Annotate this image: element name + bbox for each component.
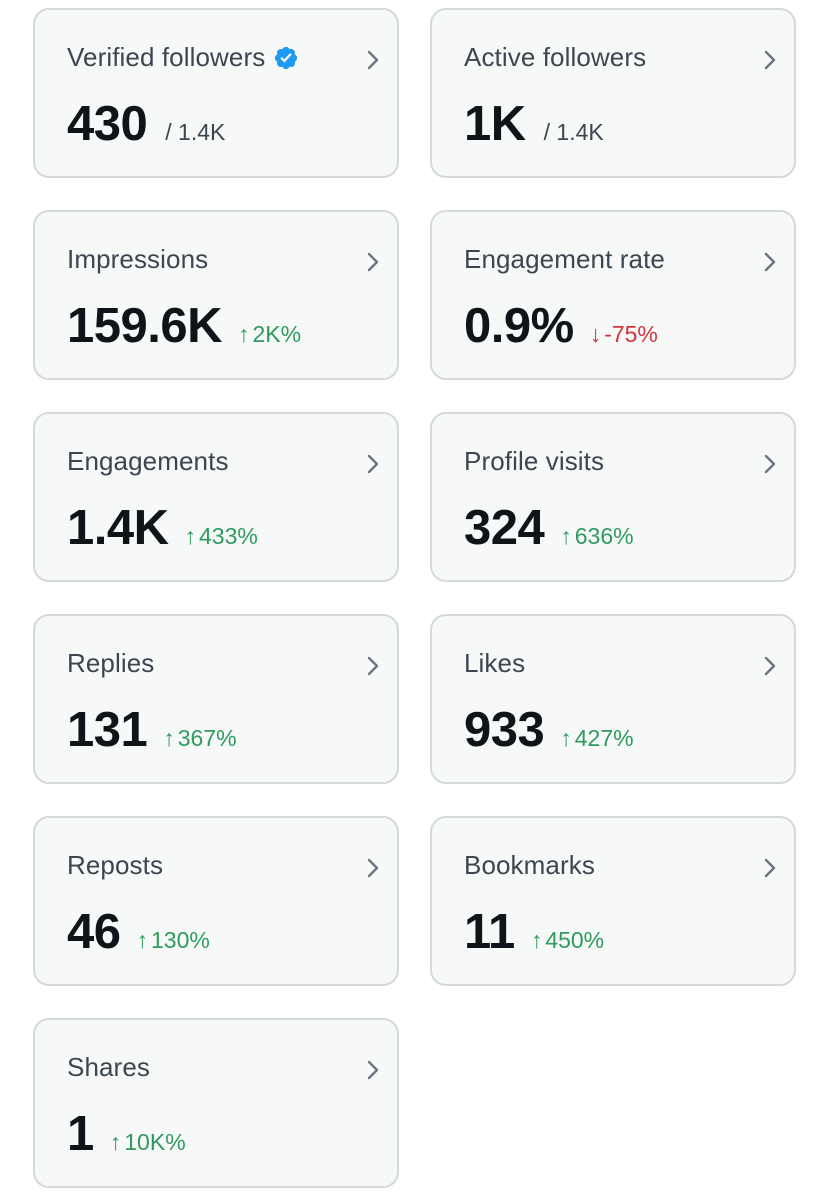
card-replies[interactable]: Replies 131 ↑ 367% — [33, 614, 399, 784]
metric-value: 0.9% — [464, 299, 574, 353]
card-title: Engagement rate — [464, 244, 665, 275]
metric-value: 430 — [67, 97, 148, 151]
metric-change: ↑ 433% — [185, 523, 258, 550]
card-title-label: Replies — [67, 648, 155, 678]
metric-value: 1.4K — [67, 501, 169, 555]
metric-total: / 1.4K — [543, 119, 604, 145]
card-title: Engagements — [67, 446, 229, 477]
metric-value-row: 46 ↑ 130% — [67, 904, 210, 960]
card-bookmarks[interactable]: Bookmarks 11 ↑ 450% — [430, 816, 796, 986]
chevron-right-icon[interactable] — [762, 654, 778, 678]
arrow-up-icon: ↑ — [136, 927, 149, 953]
arrow-up-icon: ↑ — [163, 725, 175, 751]
metric-value-row: 11 ↑ 450% — [464, 904, 604, 960]
arrow-up-icon: ↑ — [560, 523, 572, 549]
card-title: Profile visits — [464, 446, 604, 477]
arrow-down-icon: ↓ — [589, 321, 602, 347]
metric-change: ↑ 130% — [137, 927, 210, 954]
metric-change: ↑ 427% — [560, 725, 633, 752]
card-verified-followers[interactable]: Verified followers 430 / 1.4K — [33, 8, 399, 178]
metric-value: 11 — [464, 905, 515, 959]
card-title-label: Impressions — [67, 244, 209, 274]
card-title-label: Engagement rate — [464, 244, 665, 274]
metric-change-value: 130% — [151, 927, 210, 953]
metric-value: 933 — [464, 703, 545, 757]
metric-change: ↑ 636% — [560, 523, 633, 550]
chevron-right-icon[interactable] — [762, 856, 778, 880]
metric-value: 1K — [464, 97, 526, 151]
arrow-up-icon: ↑ — [560, 725, 572, 751]
card-engagements[interactable]: Engagements 1.4K ↑ 433% — [33, 412, 399, 582]
card-title-label: Engagements — [67, 446, 229, 476]
metric-value-row: 159.6K ↑ 2K% — [67, 298, 301, 354]
arrow-up-icon: ↑ — [530, 927, 543, 953]
card-title: Verified followers — [67, 42, 299, 73]
card-shares[interactable]: Shares 1 ↑ 10K% — [33, 1018, 399, 1188]
card-active-followers[interactable]: Active followers 1K / 1.4K — [430, 8, 796, 178]
metric-change: ↑ 367% — [163, 725, 236, 752]
arrow-up-icon: ↑ — [184, 523, 197, 549]
card-title-label: Bookmarks — [464, 850, 595, 880]
chevron-right-icon[interactable] — [365, 452, 381, 476]
metric-value: 159.6K — [67, 299, 223, 353]
card-title-label: Shares — [67, 1052, 150, 1082]
metric-value-row: 1.4K ↑ 433% — [67, 500, 258, 556]
metric-value-row: 1 ↑ 10K% — [67, 1106, 186, 1162]
metric-change-value: 10K% — [124, 1129, 186, 1155]
metric-value: 1 — [67, 1107, 94, 1161]
card-title-label: Likes — [464, 648, 526, 678]
card-title-label: Active followers — [464, 42, 647, 72]
card-title: Impressions — [67, 244, 208, 275]
card-title: Likes — [464, 648, 525, 679]
card-title-label: Reposts — [67, 850, 164, 880]
metric-value-row: 1K / 1.4K — [464, 96, 604, 152]
arrow-up-icon: ↑ — [238, 321, 250, 347]
metric-change-value: 433% — [199, 523, 258, 549]
metric-value: 46 — [67, 905, 121, 959]
metric-change-value: 2K% — [252, 321, 302, 347]
card-title-label: Profile visits — [464, 446, 605, 476]
metric-change: ↑ 2K% — [238, 321, 301, 348]
chevron-right-icon[interactable] — [365, 48, 381, 72]
metric-value-row: 131 ↑ 367% — [67, 702, 237, 758]
metrics-grid: Verified followers 430 / 1.4K Active fol… — [33, 8, 796, 1188]
card-impressions[interactable]: Impressions 159.6K ↑ 2K% — [33, 210, 399, 380]
card-profile-visits[interactable]: Profile visits 324 ↑ 636% — [430, 412, 796, 582]
card-reposts[interactable]: Reposts 46 ↑ 130% — [33, 816, 399, 986]
card-title: Reposts — [67, 850, 163, 881]
card-title: Shares — [67, 1052, 150, 1083]
metric-value-row: 0.9% ↓ -75% — [464, 298, 658, 354]
chevron-right-icon[interactable] — [365, 654, 381, 678]
metric-value: 324 — [464, 501, 545, 555]
metric-change-value: 367% — [177, 725, 237, 751]
chevron-right-icon[interactable] — [762, 48, 778, 72]
card-title: Replies — [67, 648, 154, 679]
metric-change-value: -75% — [604, 321, 658, 347]
metric-value-row: 324 ↑ 636% — [464, 500, 634, 556]
card-likes[interactable]: Likes 933 ↑ 427% — [430, 614, 796, 784]
card-title: Active followers — [464, 42, 646, 73]
card-title: Bookmarks — [464, 850, 595, 881]
chevron-right-icon[interactable] — [365, 250, 381, 274]
chevron-right-icon[interactable] — [762, 250, 778, 274]
metric-change: ↑ 450% — [531, 927, 604, 954]
metric-total: / 1.4K — [165, 119, 226, 145]
metric-change-value: 636% — [574, 523, 634, 549]
arrow-up-icon: ↑ — [109, 1129, 122, 1155]
metric-change-value: 427% — [574, 725, 634, 751]
chevron-right-icon[interactable] — [365, 856, 381, 880]
card-title-label: Verified followers — [67, 42, 266, 72]
verified-badge-icon — [273, 45, 299, 71]
metric-change-value: 450% — [545, 927, 605, 953]
metric-value: 131 — [67, 703, 148, 757]
metric-change: ↑ 10K% — [110, 1129, 186, 1156]
metric-change: ↓ -75% — [590, 321, 658, 348]
metric-value-row: 430 / 1.4K — [67, 96, 225, 152]
metric-value-row: 933 ↑ 427% — [464, 702, 634, 758]
chevron-right-icon[interactable] — [365, 1058, 381, 1082]
chevron-right-icon[interactable] — [762, 452, 778, 476]
card-engagement-rate[interactable]: Engagement rate 0.9% ↓ -75% — [430, 210, 796, 380]
